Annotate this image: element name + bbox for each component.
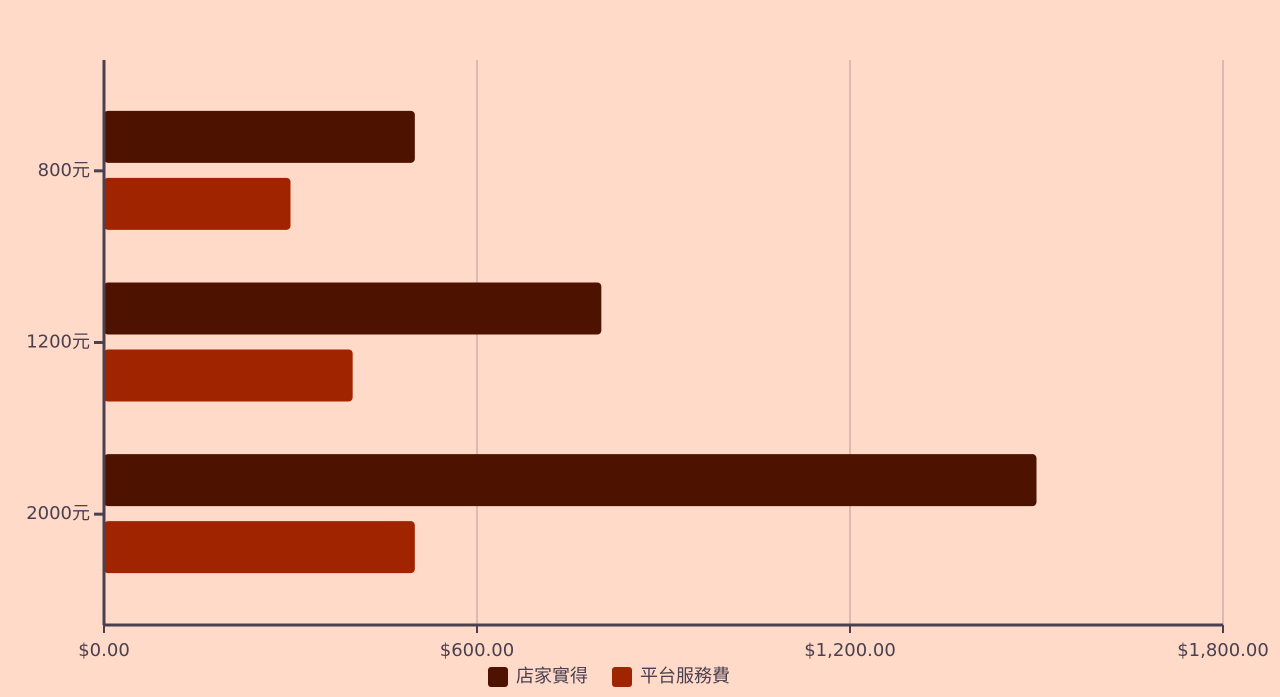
x-tick-label: $1,200.00 <box>804 640 896 661</box>
legend-label: 店家實得 <box>516 666 588 687</box>
legend-swatch <box>612 667 632 687</box>
x-tick-label: $0.00 <box>78 640 130 661</box>
bar <box>104 349 353 402</box>
x-tick-label: $1,800.00 <box>1177 640 1269 661</box>
bar <box>104 454 1037 507</box>
x-tick-label: $600.00 <box>440 640 514 661</box>
legend-swatch <box>488 667 508 687</box>
legend-label: 平台服務費 <box>640 666 730 687</box>
bar <box>104 177 291 230</box>
y-tick-label: 2000元 <box>26 503 90 524</box>
y-tick-label: 1200元 <box>26 332 90 353</box>
y-tick-label: 800元 <box>38 160 90 181</box>
bar <box>104 282 602 335</box>
bar <box>104 110 415 163</box>
bar <box>104 521 415 574</box>
